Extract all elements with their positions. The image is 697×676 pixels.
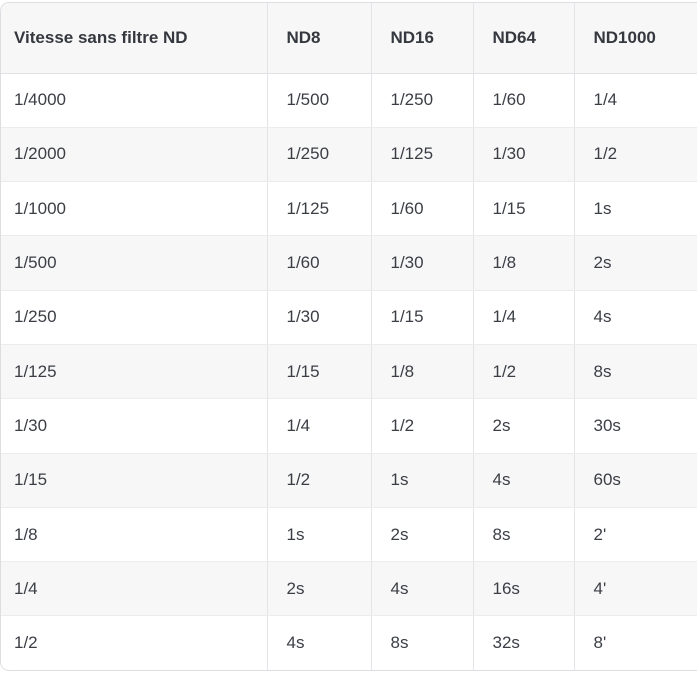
table-cell: 2s	[574, 235, 697, 291]
table-cell: 1/500	[267, 73, 372, 128]
header-row: Vitesse sans filtre ND ND8 ND16 ND64 ND1000	[1, 3, 697, 74]
table-cell: 1/30	[1, 398, 268, 454]
table-cell: 1/15	[473, 181, 575, 237]
table-cell: 1/2	[574, 127, 697, 183]
table-cell: 1/15	[267, 344, 372, 400]
table-cell: 1/15	[371, 290, 474, 345]
table-cell: 1/8	[473, 235, 575, 291]
table-cell: 1/60	[371, 181, 474, 237]
table-row: 1/1000 1/125 1/60 1/15 1s	[1, 181, 697, 237]
table-cell: 30s	[574, 398, 697, 454]
table-cell: 1/125	[371, 127, 474, 183]
table-cell: 8s	[473, 507, 575, 563]
table-cell: 1/250	[1, 290, 268, 345]
table-cell: 4s	[574, 290, 697, 345]
table-cell: 1/30	[473, 127, 575, 183]
table-row: 1/2 4s 8s 32s 8'	[1, 615, 697, 670]
table-cell: 1s	[574, 181, 697, 237]
table-cell: 32s	[473, 615, 575, 670]
table-cell: 1/8	[371, 344, 474, 400]
nd-filter-table: Vitesse sans filtre ND ND8 ND16 ND64 ND1000 …	[1, 3, 697, 670]
table-cell: 4s	[267, 615, 372, 670]
table-row: 1/4 2s 4s 16s 4'	[1, 561, 697, 617]
column-header: ND1000	[574, 3, 697, 74]
table-row: 1/8 1s 2s 8s 2'	[1, 507, 697, 563]
table-cell: 1s	[267, 507, 372, 563]
table-cell: 4s	[371, 561, 474, 617]
table-row: 1/30 1/4 1/2 2s 30s	[1, 398, 697, 454]
table-row: 1/2000 1/250 1/125 1/30 1/2	[1, 127, 697, 183]
table-cell: 1/125	[1, 344, 268, 400]
table-cell: 4s	[473, 453, 575, 508]
column-header: ND64	[473, 3, 575, 74]
table-cell: 1/250	[267, 127, 372, 183]
table-cell: 1/30	[267, 290, 372, 345]
column-header: Vitesse sans filtre ND	[1, 3, 268, 74]
table-cell: 1/2	[371, 398, 474, 454]
table-cell: 1/30	[371, 235, 474, 291]
table-cell: 1/4	[473, 290, 575, 345]
table-cell: 4'	[574, 561, 697, 617]
table-cell: 1/125	[267, 181, 372, 237]
table-cell: 1s	[371, 453, 474, 508]
table-cell: 8s	[371, 615, 474, 670]
table-cell: 1/500	[1, 235, 268, 291]
table-cell: 1/8	[1, 507, 268, 563]
table-cell: 1/2	[1, 615, 268, 670]
table-row: 1/15 1/2 1s 4s 60s	[1, 453, 697, 508]
table-cell: 1/15	[1, 453, 268, 508]
table-cell: 2'	[574, 507, 697, 563]
table-cell: 2s	[371, 507, 474, 563]
table-cell: 1/2	[267, 453, 372, 508]
table-cell: 8s	[574, 344, 697, 400]
table-cell: 1/4	[574, 73, 697, 128]
table-cell: 16s	[473, 561, 575, 617]
table-row: 1/125 1/15 1/8 1/2 8s	[1, 344, 697, 400]
table-cell: 1/4	[267, 398, 372, 454]
column-header: ND16	[371, 3, 474, 74]
table-cell: 1/4000	[1, 73, 268, 128]
table-cell: 2s	[267, 561, 372, 617]
table-cell: 1/2000	[1, 127, 268, 183]
table-cell: 1/1000	[1, 181, 268, 237]
table-row: 1/250 1/30 1/15 1/4 4s	[1, 290, 697, 345]
table-cell: 1/4	[1, 561, 268, 617]
table-body: 1/4000 1/500 1/250 1/60 1/4 1/2000 1/250 1/125 1…	[1, 73, 697, 670]
table-cell: 1/250	[371, 73, 474, 128]
table-row: 1/500 1/60 1/30 1/8 2s	[1, 235, 697, 291]
table-cell: 60s	[574, 453, 697, 508]
table-cell: 8'	[593, 633, 607, 653]
table-cell: 1/60	[473, 73, 575, 128]
column-header: ND8	[267, 3, 372, 74]
table-cell: 1/2	[473, 344, 575, 400]
table-cell: 1/60	[267, 235, 372, 291]
table-header: Vitesse sans filtre ND ND8 ND16 ND64 ND1000	[1, 3, 697, 74]
table-cell: 2s	[473, 398, 575, 454]
table-row: 1/4000 1/500 1/250 1/60 1/4	[1, 73, 697, 128]
